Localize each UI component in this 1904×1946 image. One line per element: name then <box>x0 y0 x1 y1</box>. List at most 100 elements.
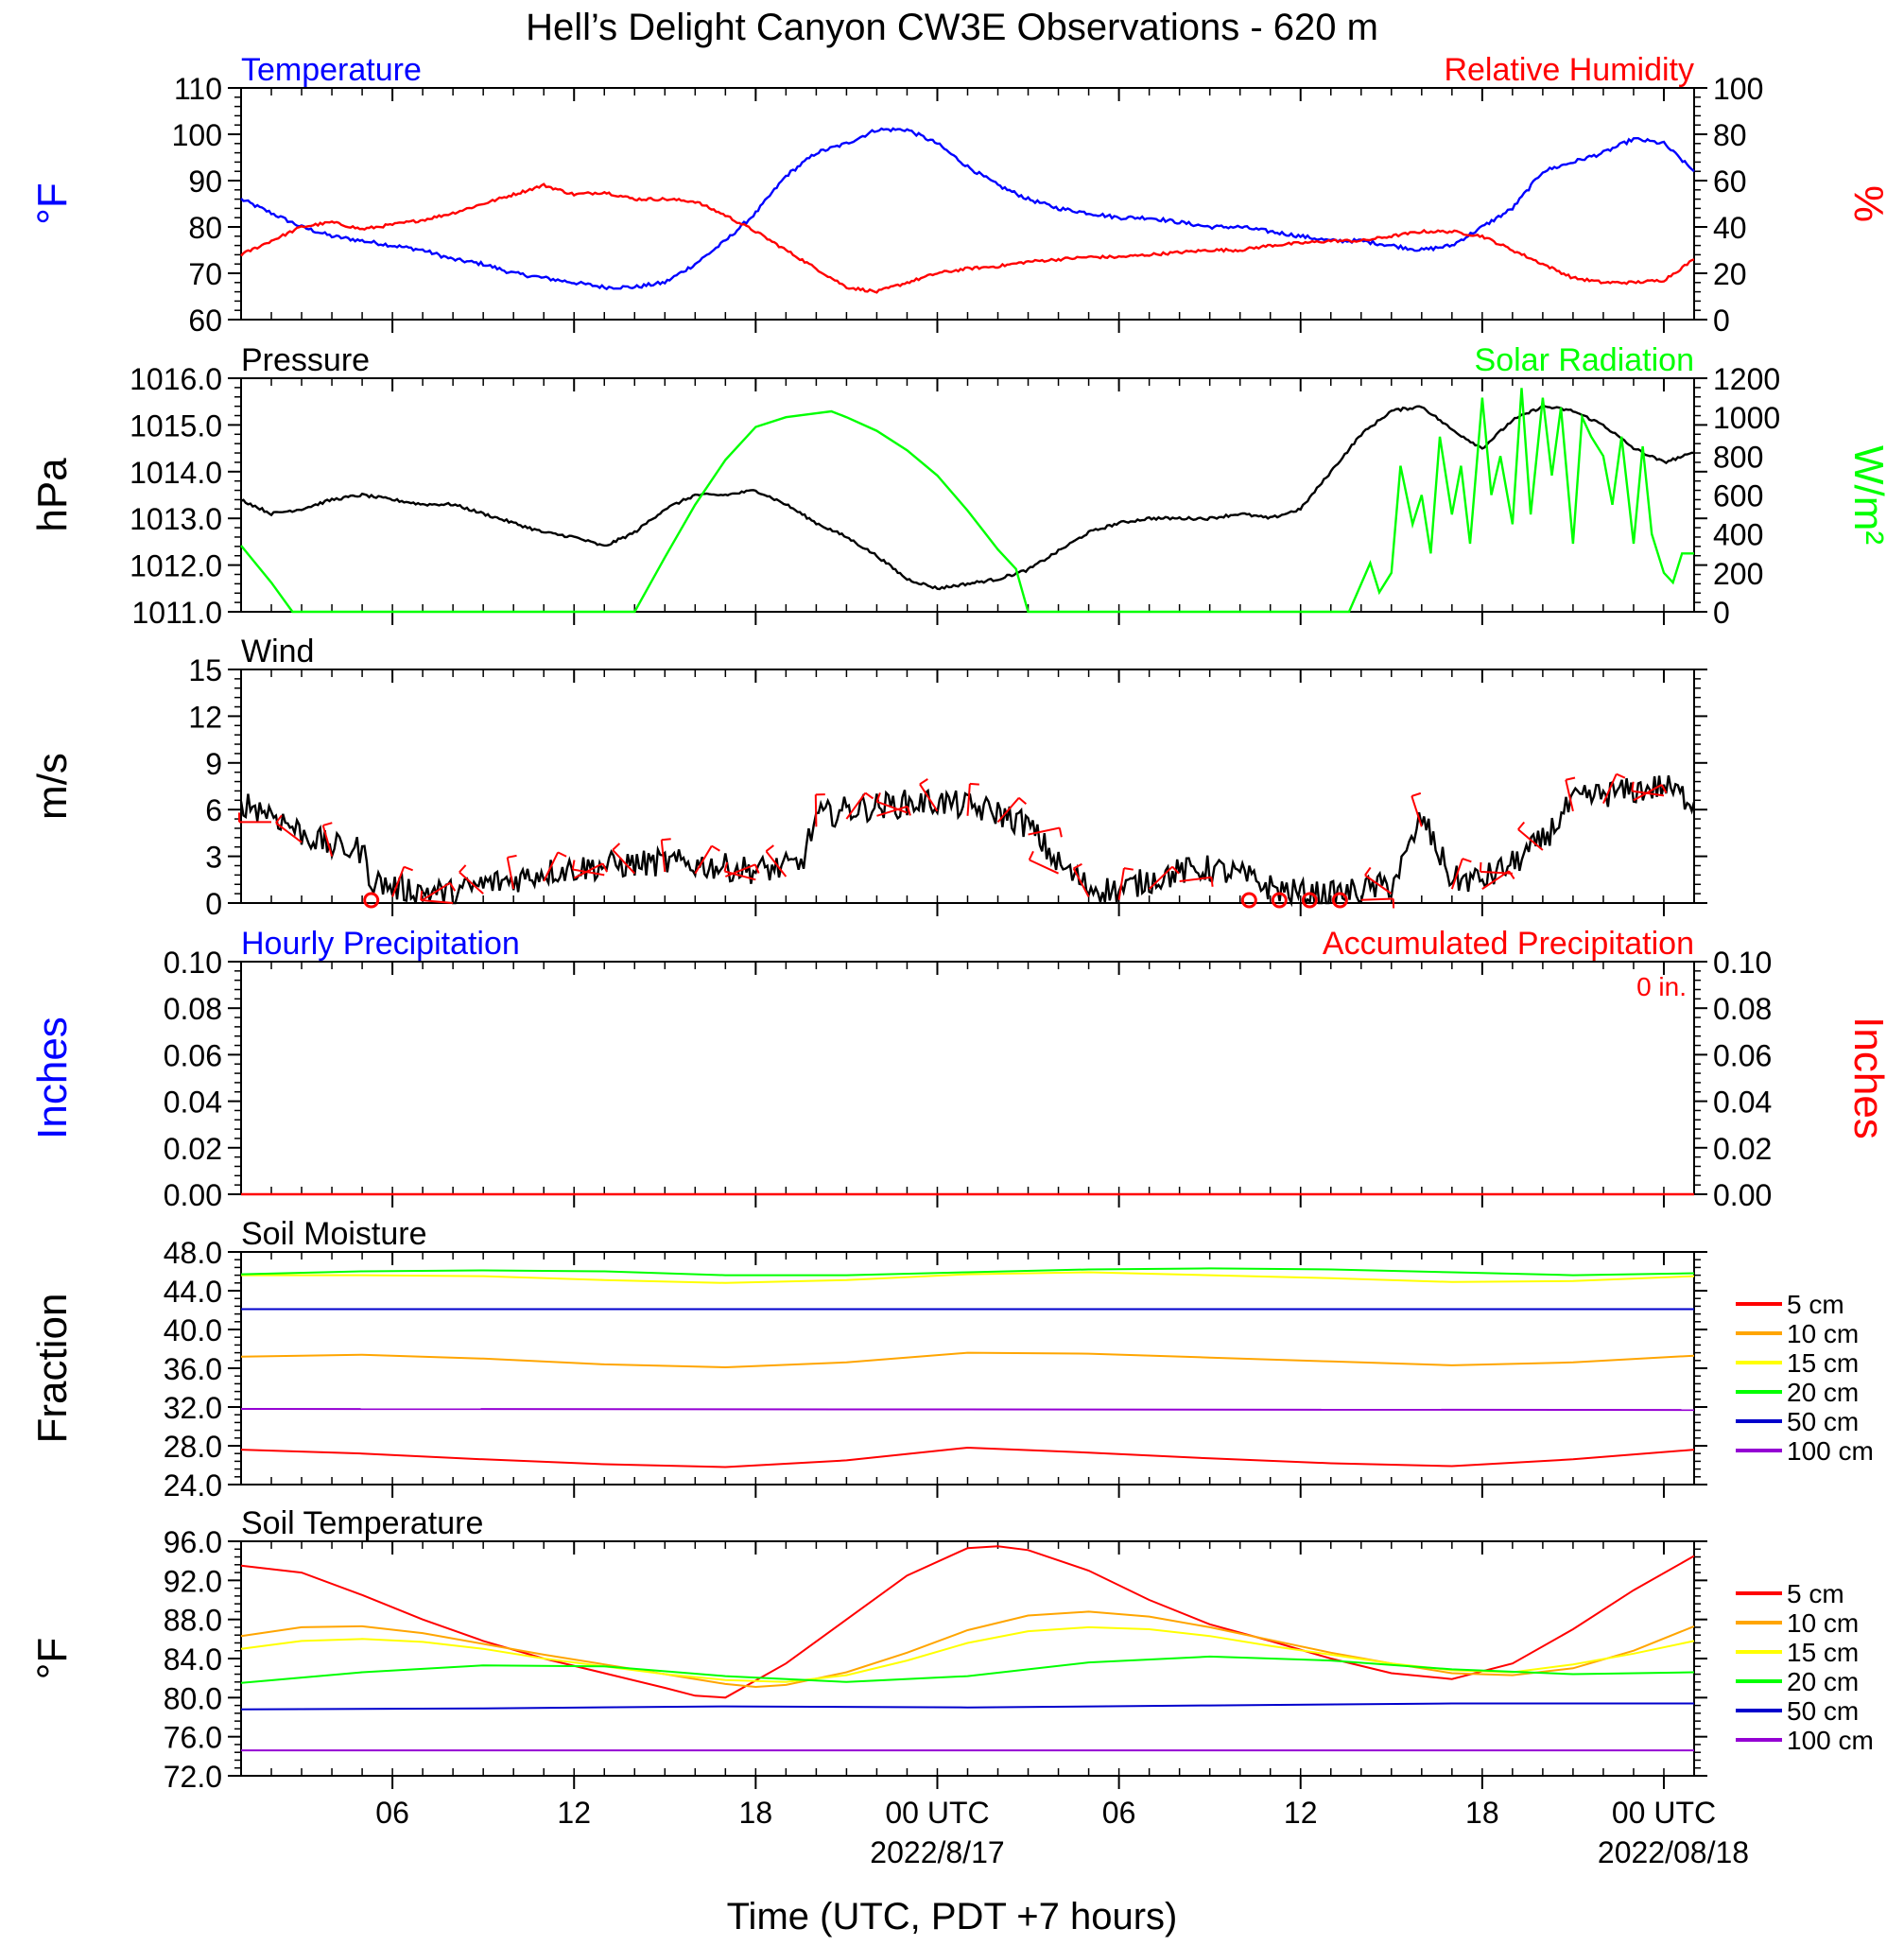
y-left-tick-label: 60 <box>188 304 222 338</box>
wind-barb-flag <box>1210 877 1214 887</box>
wind-barb <box>1411 795 1423 827</box>
panel-wind: 0 3 6 9 12 15 Wind m/s <box>29 634 1707 921</box>
x-tick-label: 18 <box>1465 1796 1499 1830</box>
y-right-tick-label: 0.00 <box>1713 1178 1772 1212</box>
y-right-tick-label: 0 <box>1713 304 1730 338</box>
series-line-20-cm <box>240 1655 1695 1684</box>
legend-label: 15 cm <box>1787 1638 1859 1667</box>
wind-barb <box>1072 867 1090 897</box>
calm-wind-marker <box>1271 892 1288 909</box>
legend-label: 5 cm <box>1787 1290 1844 1319</box>
wind-barb-flag <box>1018 796 1028 806</box>
y-left-tick-label: 1013.0 <box>130 502 222 536</box>
accumulated-total-label: 0 in. <box>1636 972 1687 1001</box>
legend-label: 10 cm <box>1787 1319 1859 1348</box>
wind-barb <box>1450 858 1463 890</box>
y-right-tick-label: 1200 <box>1713 362 1780 396</box>
wind-barb <box>1480 870 1513 875</box>
y-left-tick-label: 0.10 <box>164 946 222 980</box>
y-left-tick-label: 110 <box>174 72 222 106</box>
y-right-tick-label: 400 <box>1713 518 1763 552</box>
series-line-pressure <box>240 404 1695 591</box>
panel-right-title: Accumulated Precipitation <box>1323 926 1694 962</box>
wind-barb-flag <box>1660 784 1668 794</box>
series-line-relative-humidity <box>240 182 1695 294</box>
calm-wind-marker <box>1331 892 1348 909</box>
date-label: 2022/08/18 <box>1598 1835 1749 1869</box>
wind-barb-flag <box>1171 865 1180 875</box>
wind-barb <box>876 805 909 817</box>
wind-barb <box>421 899 454 904</box>
panel-left-title: Temperature <box>241 52 422 88</box>
wind-barb-flag <box>1631 781 1635 791</box>
wind-barb <box>919 783 939 812</box>
y-left-tick-label: 28.0 <box>164 1430 222 1464</box>
y-left-axis-label: Inches <box>29 1016 76 1139</box>
wind-barb <box>543 851 560 882</box>
y-right-tick-label: 0.08 <box>1713 992 1772 1026</box>
y-right-axis-label: Inches <box>1845 1016 1892 1139</box>
wind-barb <box>876 800 908 814</box>
wind-barb-flag <box>612 843 621 851</box>
wind-barb <box>1364 874 1393 895</box>
y-left-tick-label: 0.08 <box>164 992 222 1026</box>
wind-barb-flag <box>449 882 457 892</box>
wind-barb-flag <box>723 861 729 872</box>
y-left-tick-label: 0.00 <box>164 1178 222 1212</box>
calm-wind-marker <box>1301 892 1318 909</box>
y-left-tick-label: 3 <box>205 841 222 875</box>
wind-barb-flag <box>1364 866 1372 877</box>
wind-barb-flag <box>275 814 283 824</box>
legend-label: 20 cm <box>1787 1378 1859 1407</box>
y-left-tick-label: 32.0 <box>164 1391 222 1425</box>
panel-frame <box>240 1251 1695 1486</box>
wind-barb-flag <box>1123 867 1134 871</box>
y-left-tick-label: 36.0 <box>164 1352 222 1386</box>
legend-label: 20 cm <box>1787 1667 1859 1696</box>
series-line-20-cm <box>240 1267 1695 1277</box>
y-left-axis-label: m/s <box>29 753 76 820</box>
y-left-tick-label: 80.0 <box>164 1681 222 1715</box>
series-line-solar-radiation <box>240 388 1694 614</box>
legend-label: 50 cm <box>1787 1407 1859 1436</box>
series-line-10-cm <box>240 1351 1695 1369</box>
panel-right-title: Solar Radiation <box>1475 342 1694 378</box>
series-line-50-cm <box>240 1702 1694 1711</box>
x-tick-label: 12 <box>1284 1796 1318 1830</box>
y-right-tick-label: 60 <box>1713 165 1747 199</box>
wind-barb-flag <box>1028 850 1034 860</box>
y-left-axis-label: °F <box>29 182 76 224</box>
y-right-tick-label: 20 <box>1713 257 1747 291</box>
y-right-tick-label: 0.10 <box>1713 946 1772 980</box>
wind-barb-flag <box>661 838 671 842</box>
wind-barb-flag <box>1517 821 1526 830</box>
wind-barb <box>765 850 788 877</box>
wind-barb <box>660 840 666 873</box>
wind-barb <box>1360 897 1393 901</box>
wind-barb-flag <box>403 865 413 872</box>
y-left-tick-label: 1012.0 <box>130 549 222 583</box>
panel-frame <box>240 87 1695 321</box>
y-right-tick-label: 80 <box>1713 118 1747 152</box>
y-left-tick-label: 80 <box>188 211 222 245</box>
y-left-tick-label: 1014.0 <box>130 456 222 490</box>
wind-barb <box>1632 790 1665 797</box>
y-right-axis-label: % <box>1845 185 1892 222</box>
legend-label: 100 cm <box>1787 1436 1874 1466</box>
y-right-axis-label: W/m² <box>1845 445 1892 545</box>
wind-barb-flag <box>1616 773 1626 779</box>
legend-label: 5 cm <box>1787 1579 1844 1608</box>
panel-left-title: Hourly Precipitation <box>241 926 520 962</box>
panel-frame <box>240 669 1695 904</box>
x-tick-label: 06 <box>375 1796 409 1830</box>
y-right-tick-label: 1000 <box>1713 401 1780 435</box>
wind-barb <box>724 863 756 877</box>
wind-barb-flag <box>969 782 979 786</box>
wind-barb <box>572 868 605 877</box>
series-line-5-cm <box>240 1446 1695 1468</box>
calm-wind-marker <box>1240 892 1257 909</box>
wind-barb <box>1117 867 1125 900</box>
series-line-temperature <box>240 127 1695 291</box>
series-line-100-cm <box>240 1408 1695 1412</box>
legend-label: 10 cm <box>1787 1608 1859 1638</box>
